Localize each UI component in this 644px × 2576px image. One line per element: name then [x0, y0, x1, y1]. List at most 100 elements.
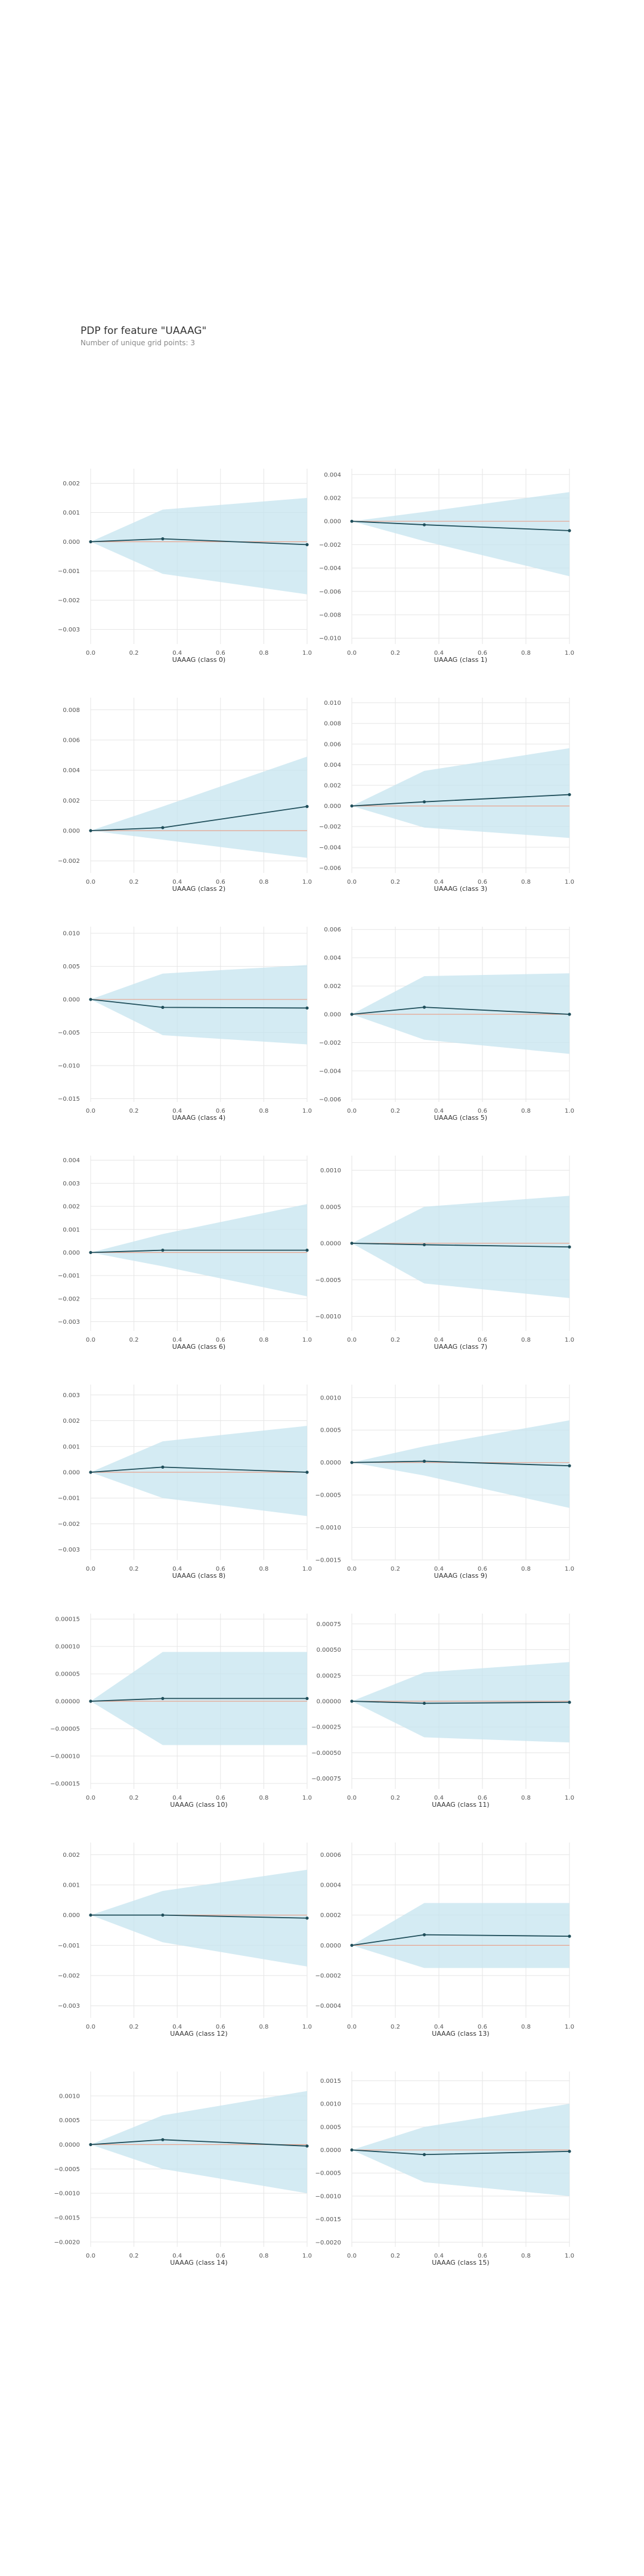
x-tick-label: 1.0 [565, 1566, 574, 1572]
y-tick-label: 0.006 [324, 927, 341, 933]
x-tick-label: 1.0 [565, 2253, 574, 2259]
x-tick-label: 0.2 [391, 2024, 400, 2030]
y-tick-label: −0.0020 [315, 2240, 341, 2246]
y-tick-label: −0.006 [319, 865, 341, 872]
pdp-point [350, 1943, 354, 1947]
pdp-point [350, 2148, 354, 2152]
y-tick-label: −0.005 [58, 1030, 80, 1036]
y-tick-label: 0.002 [324, 983, 341, 990]
y-tick-label: 0.0005 [320, 1204, 341, 1210]
x-tick-label: 0.4 [434, 1566, 444, 1572]
y-tick-label: 0.001 [63, 1444, 80, 1450]
y-tick-label: −0.003 [58, 1319, 80, 1326]
y-tick-label: −0.0015 [315, 2216, 341, 2223]
y-tick-label: −0.0015 [315, 1558, 341, 1564]
y-tick-label: 0.00015 [55, 1617, 80, 1623]
y-tick-label: −0.0015 [54, 2215, 80, 2222]
pdp-point [422, 2153, 426, 2156]
x-tick-label: 1.0 [565, 1337, 574, 1343]
y-tick-label: 0.006 [63, 737, 80, 744]
x-tick-label: 0.8 [259, 2253, 268, 2259]
y-tick-label: 0.0000 [59, 2142, 80, 2148]
y-tick-label: 0.0005 [320, 1428, 341, 1434]
x-axis-label: UAAAG (class 13) [432, 2030, 489, 2038]
x-tick-label: 0.0 [347, 879, 357, 886]
x-axis-label: UAAAG (class 9) [434, 1572, 487, 1580]
y-tick-label: 0.0006 [320, 1852, 341, 1859]
x-tick-label: 0.0 [347, 1795, 357, 1801]
y-tick-label: −0.010 [58, 1063, 80, 1069]
x-tick-label: 0.2 [129, 1795, 139, 1801]
x-axis-label: UAAAG (class 0) [172, 656, 225, 664]
y-tick-label: −0.0005 [315, 2171, 341, 2177]
y-tick-label: −0.003 [58, 2003, 80, 2010]
pdp-point [161, 1914, 165, 1917]
y-tick-label: 0.003 [63, 1181, 80, 1187]
confidence-band [352, 1662, 569, 1743]
y-tick-label: −0.002 [319, 542, 341, 549]
y-tick-label: 0.000 [63, 997, 80, 1004]
y-tick-label: −0.003 [58, 1547, 80, 1553]
pdp-point [305, 1470, 309, 1474]
pdp-panel-7: 0.0010 0.0005 0.0000 −0.0005 −0.0010 0.0 0.2 0.… [315, 1156, 574, 1351]
y-tick-label: −0.0010 [315, 2193, 341, 2200]
x-axis-label: UAAAG (class 2) [172, 885, 225, 893]
y-tick-label: −0.0005 [54, 2166, 80, 2173]
pdp-point [568, 2150, 571, 2153]
x-tick-label: 1.0 [565, 1795, 574, 1801]
x-tick-label: 0.8 [521, 2024, 531, 2030]
x-tick-label: 0.4 [172, 1566, 182, 1572]
x-tick-label: 0.2 [391, 1337, 400, 1343]
pdp-panel-4: 0.010 0.005 0.000 −0.005 −0.010 −0.015 0.0 0.2 0… [58, 927, 312, 1122]
x-tick-label: 0.0 [86, 2024, 95, 2030]
pdp-point [161, 1005, 165, 1009]
confidence-band [91, 498, 307, 595]
y-tick-label: 0.002 [324, 783, 341, 789]
pdp-point [161, 1249, 165, 1252]
y-tick-label: −0.001 [58, 1496, 80, 1502]
x-axis-label: UAAAG (class 11) [432, 1801, 489, 1809]
x-tick-label: 1.0 [302, 1566, 312, 1572]
y-tick-label: 0.010 [63, 931, 80, 937]
y-tick-label: −0.0020 [54, 2239, 80, 2246]
y-tick-label: −0.002 [319, 1040, 341, 1046]
x-tick-label: 0.6 [216, 1795, 225, 1801]
y-tick-label: 0.00000 [55, 1699, 80, 1705]
y-tick-label: −0.00075 [311, 1776, 341, 1782]
y-tick-label: 0.00000 [317, 1699, 341, 1705]
pdp-point [422, 800, 426, 804]
pdp-point [305, 1916, 309, 1920]
x-tick-label: 1.0 [565, 650, 574, 657]
y-tick-label: 0.002 [63, 798, 80, 804]
x-tick-label: 0.8 [259, 1337, 268, 1343]
pdp-point [89, 1699, 92, 1703]
x-tick-label: 0.6 [478, 1337, 487, 1343]
pdp-point [422, 1243, 426, 1247]
y-tick-label: 0.0015 [320, 2078, 341, 2085]
y-tick-label: 0.0005 [320, 2124, 341, 2131]
pdp-point [305, 804, 309, 809]
pdp-point [161, 537, 165, 541]
pdp-point [161, 826, 165, 829]
y-tick-label: 0.0000 [320, 1460, 341, 1466]
pdp-point [568, 1701, 571, 1704]
x-tick-label: 0.6 [478, 1795, 487, 1801]
pdp-panel-12: 0.002 0.001 0.000 −0.001 −0.002 −0.003 0.0 0.2 0… [58, 1843, 312, 2038]
x-tick-label: 0.4 [172, 1337, 182, 1343]
y-tick-label: 0.002 [63, 1852, 80, 1859]
x-tick-label: 0.0 [86, 1337, 95, 1343]
x-tick-label: 0.2 [129, 1108, 139, 1114]
x-axis-label: UAAAG (class 6) [172, 1343, 225, 1351]
pdp-point [305, 1696, 309, 1701]
pdp-panel-9: 0.0010 0.0005 0.0000 −0.0005 −0.0010 −0.0015 0… [315, 1385, 574, 1580]
pdp-panel-6: 0.004 0.003 0.002 0.001 0.000 −0.001 −0.002 −0.… [58, 1156, 312, 1351]
y-tick-label: 0.005 [63, 964, 80, 970]
y-tick-label: −0.00050 [311, 1750, 341, 1757]
x-tick-label: 0.0 [347, 2024, 357, 2030]
x-tick-label: 0.0 [86, 650, 95, 657]
y-tick-label: 0.00075 [317, 1621, 341, 1628]
pdp-point [305, 1006, 309, 1010]
y-tick-label: −0.0004 [315, 2003, 341, 2010]
pdp-point [350, 1461, 354, 1465]
confidence-band [91, 756, 307, 858]
